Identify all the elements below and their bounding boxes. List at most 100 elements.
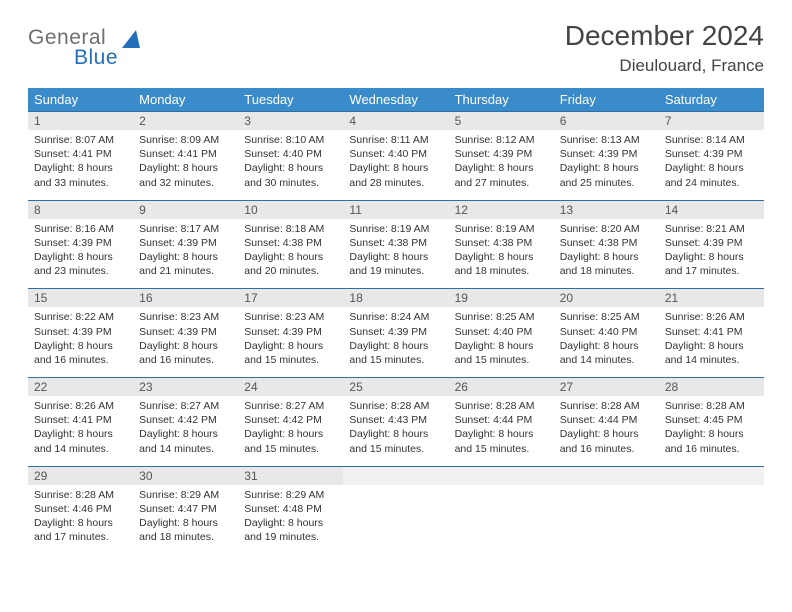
daylight-text2: and 14 minutes.: [560, 353, 653, 367]
sunset-text: Sunset: 4:45 PM: [665, 413, 758, 427]
day-header: Friday: [554, 88, 659, 112]
day-number-cell: 6: [554, 112, 659, 131]
daylight-text: Daylight: 8 hours: [560, 250, 653, 264]
day-number-cell: 11: [343, 200, 448, 219]
sunset-text: Sunset: 4:41 PM: [665, 325, 758, 339]
daylight-text2: and 15 minutes.: [349, 353, 442, 367]
day-info-cell: Sunrise: 8:29 AMSunset: 4:48 PMDaylight:…: [238, 485, 343, 555]
sail-icon: [122, 30, 144, 50]
daylight-text: Daylight: 8 hours: [560, 161, 653, 175]
day-info-cell: Sunrise: 8:27 AMSunset: 4:42 PMDaylight:…: [133, 396, 238, 466]
sunrise-text: Sunrise: 8:27 AM: [244, 399, 337, 413]
daylight-text: Daylight: 8 hours: [455, 427, 548, 441]
daylight-text2: and 16 minutes.: [139, 353, 232, 367]
day-info-cell: Sunrise: 8:28 AMSunset: 4:44 PMDaylight:…: [554, 396, 659, 466]
daylight-text2: and 30 minutes.: [244, 176, 337, 190]
sunset-text: Sunset: 4:39 PM: [34, 236, 127, 250]
info-row: Sunrise: 8:22 AMSunset: 4:39 PMDaylight:…: [28, 307, 764, 377]
day-info-cell: Sunrise: 8:28 AMSunset: 4:44 PMDaylight:…: [449, 396, 554, 466]
sunrise-text: Sunrise: 8:28 AM: [560, 399, 653, 413]
sunrise-text: Sunrise: 8:09 AM: [139, 133, 232, 147]
day-info-cell: Sunrise: 8:25 AMSunset: 4:40 PMDaylight:…: [449, 307, 554, 377]
day-info-cell: Sunrise: 8:16 AMSunset: 4:39 PMDaylight:…: [28, 219, 133, 289]
header-right: December 2024 Dieulouard, France: [565, 20, 764, 76]
sunset-text: Sunset: 4:39 PM: [560, 147, 653, 161]
sunset-text: Sunset: 4:44 PM: [560, 413, 653, 427]
daynum-row: 891011121314: [28, 200, 764, 219]
sunset-text: Sunset: 4:41 PM: [34, 413, 127, 427]
day-info-cell: [659, 485, 764, 555]
day-number-cell: 7: [659, 112, 764, 131]
sunset-text: Sunset: 4:39 PM: [34, 325, 127, 339]
sunrise-text: Sunrise: 8:17 AM: [139, 222, 232, 236]
day-number-cell: 2: [133, 112, 238, 131]
sunrise-text: Sunrise: 8:11 AM: [349, 133, 442, 147]
sunrise-text: Sunrise: 8:21 AM: [665, 222, 758, 236]
sunset-text: Sunset: 4:39 PM: [455, 147, 548, 161]
sunset-text: Sunset: 4:39 PM: [139, 325, 232, 339]
sunrise-text: Sunrise: 8:26 AM: [34, 399, 127, 413]
daylight-text2: and 15 minutes.: [244, 353, 337, 367]
daylight-text2: and 28 minutes.: [349, 176, 442, 190]
day-info-cell: Sunrise: 8:12 AMSunset: 4:39 PMDaylight:…: [449, 130, 554, 200]
day-number-cell: 30: [133, 466, 238, 485]
daylight-text2: and 33 minutes.: [34, 176, 127, 190]
day-number-cell: 27: [554, 378, 659, 397]
daylight-text: Daylight: 8 hours: [139, 161, 232, 175]
daylight-text: Daylight: 8 hours: [244, 161, 337, 175]
day-number-cell: 21: [659, 289, 764, 308]
sunrise-text: Sunrise: 8:24 AM: [349, 310, 442, 324]
day-header-row: Sunday Monday Tuesday Wednesday Thursday…: [28, 88, 764, 112]
daylight-text: Daylight: 8 hours: [139, 250, 232, 264]
daylight-text: Daylight: 8 hours: [455, 161, 548, 175]
daylight-text2: and 25 minutes.: [560, 176, 653, 190]
sunset-text: Sunset: 4:38 PM: [560, 236, 653, 250]
daylight-text: Daylight: 8 hours: [34, 339, 127, 353]
sunrise-text: Sunrise: 8:19 AM: [455, 222, 548, 236]
daylight-text2: and 14 minutes.: [665, 353, 758, 367]
daynum-row: 15161718192021: [28, 289, 764, 308]
day-header: Tuesday: [238, 88, 343, 112]
daylight-text2: and 24 minutes.: [665, 176, 758, 190]
daylight-text: Daylight: 8 hours: [34, 516, 127, 530]
day-info-cell: [343, 485, 448, 555]
sunrise-text: Sunrise: 8:13 AM: [560, 133, 653, 147]
daylight-text2: and 14 minutes.: [34, 442, 127, 456]
daynum-row: 1234567: [28, 112, 764, 131]
sunset-text: Sunset: 4:40 PM: [560, 325, 653, 339]
sunset-text: Sunset: 4:38 PM: [455, 236, 548, 250]
sunrise-text: Sunrise: 8:28 AM: [455, 399, 548, 413]
sunset-text: Sunset: 4:47 PM: [139, 502, 232, 516]
sunset-text: Sunset: 4:40 PM: [244, 147, 337, 161]
info-row: Sunrise: 8:26 AMSunset: 4:41 PM Daylight:…: [28, 396, 764, 466]
sunset-text: Sunset: 4:46 PM: [34, 502, 127, 516]
sunset-text: Sunset: 4:39 PM: [349, 325, 442, 339]
daylight-text: Daylight: 8 hours: [560, 427, 653, 441]
daylight-text: Daylight: 8 hours: [349, 339, 442, 353]
sunrise-text: Sunrise: 8:25 AM: [455, 310, 548, 324]
sunrise-text: Sunrise: 8:07 AM: [34, 133, 127, 147]
day-info-cell: Sunrise: 8:23 AMSunset: 4:39 PMDaylight:…: [133, 307, 238, 377]
info-row: Sunrise: 8:28 AMSunset: 4:46 PMDaylight:…: [28, 485, 764, 555]
day-number-cell: 20: [554, 289, 659, 308]
day-info-cell: Sunrise: 8:10 AMSunset: 4:40 PMDaylight:…: [238, 130, 343, 200]
daylight-text: Daylight: 8 hours: [244, 516, 337, 530]
daylight-text2: and 19 minutes.: [349, 264, 442, 278]
sunset-text: Sunset: 4:42 PM: [244, 413, 337, 427]
daylight-text: Daylight: 8 hours: [665, 427, 758, 441]
day-info-cell: Sunrise: 8:28 AMSunset: 4:45 PMDaylight:…: [659, 396, 764, 466]
sunset-text: Sunset: 4:39 PM: [665, 147, 758, 161]
day-info-cell: Sunrise: 8:24 AMSunset: 4:39 PMDaylight:…: [343, 307, 448, 377]
info-row: Sunrise: 8:16 AMSunset: 4:39 PMDaylight:…: [28, 219, 764, 289]
day-number-cell: [554, 466, 659, 485]
day-info-cell: Sunrise: 8:28 AMSunset: 4:43 PMDaylight:…: [343, 396, 448, 466]
daylight-text: Daylight: 8 hours: [34, 250, 127, 264]
sunset-text: Sunset: 4:40 PM: [349, 147, 442, 161]
day-info-cell: Sunrise: 8:29 AMSunset: 4:47 PMDaylight:…: [133, 485, 238, 555]
sunset-text: Sunset: 4:42 PM: [139, 413, 232, 427]
day-info-cell: Sunrise: 8:26 AMSunset: 4:41 PMDaylight:…: [28, 396, 133, 466]
sunrise-text: Sunrise: 8:12 AM: [455, 133, 548, 147]
day-number-cell: 10: [238, 200, 343, 219]
sunrise-text: Sunrise: 8:23 AM: [244, 310, 337, 324]
sunrise-text: Sunrise: 8:20 AM: [560, 222, 653, 236]
